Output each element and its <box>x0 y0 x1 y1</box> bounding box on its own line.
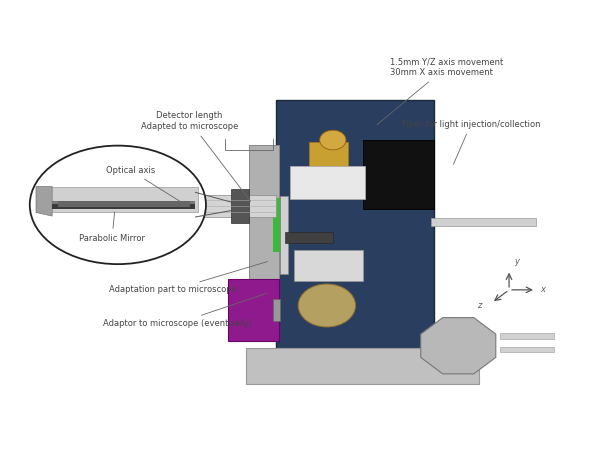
Bar <box>290 166 365 199</box>
Text: Optical axis: Optical axis <box>106 166 181 202</box>
Bar <box>52 194 276 217</box>
Bar <box>273 198 280 252</box>
Text: x: x <box>540 285 545 294</box>
Text: z: z <box>476 302 481 310</box>
Text: Detector length
Adapted to microscope: Detector length Adapted to microscope <box>141 111 251 201</box>
Text: Parabolic Mirror: Parabolic Mirror <box>79 212 145 243</box>
Text: y: y <box>514 257 519 266</box>
Bar <box>249 144 279 315</box>
Bar <box>58 201 190 207</box>
Polygon shape <box>36 187 52 216</box>
Text: Fiber for light injection/collection: Fiber for light injection/collection <box>401 120 540 164</box>
Bar <box>309 142 348 167</box>
Text: Adaptor to microscope (eventually): Adaptor to microscope (eventually) <box>103 293 268 328</box>
Bar <box>431 218 536 226</box>
Circle shape <box>320 130 346 150</box>
Bar <box>229 279 279 341</box>
Bar <box>273 299 280 321</box>
Bar <box>246 348 479 384</box>
Bar <box>500 333 554 339</box>
Bar <box>36 187 199 212</box>
Bar <box>363 140 434 209</box>
Text: 1.5mm Y/Z axis movement
30mm X axis movement: 1.5mm Y/Z axis movement 30mm X axis move… <box>377 57 503 125</box>
Bar <box>52 201 196 203</box>
Bar <box>500 346 554 352</box>
Bar <box>285 232 333 243</box>
Circle shape <box>298 284 356 327</box>
Bar <box>276 100 434 368</box>
Bar <box>52 201 196 209</box>
Bar <box>232 189 249 223</box>
Bar <box>280 196 288 274</box>
Bar <box>294 251 363 281</box>
Ellipse shape <box>30 146 206 264</box>
Polygon shape <box>421 318 496 374</box>
Text: Adaptation part to microscope: Adaptation part to microscope <box>109 261 268 294</box>
